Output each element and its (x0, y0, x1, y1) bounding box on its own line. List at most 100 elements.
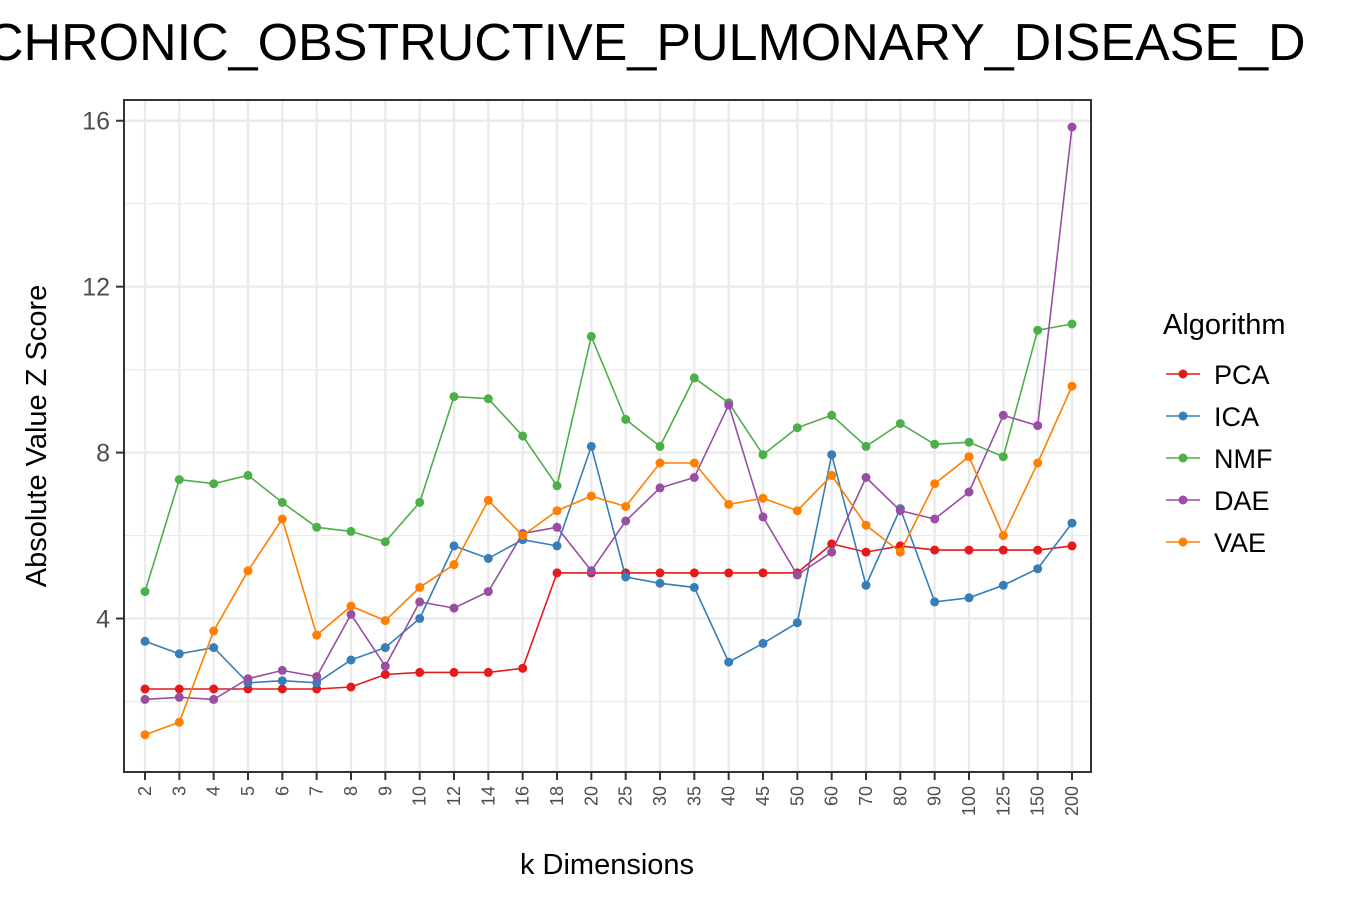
data-point-pca (243, 684, 253, 694)
x-tick-label: 40 (719, 786, 739, 806)
data-point-dae (449, 603, 459, 613)
x-tick-label: 100 (959, 786, 979, 816)
data-point-dae (930, 514, 940, 524)
data-point-nmf (895, 419, 905, 429)
data-point-vae (449, 560, 459, 570)
data-point-nmf (552, 481, 562, 491)
y-tick-label: 8 (96, 440, 110, 468)
legend-label-nmf: NMF (1214, 444, 1272, 474)
y-tick-label: 12 (82, 274, 110, 302)
x-tick-label: 6 (272, 786, 292, 796)
data-point-dae (346, 609, 356, 619)
data-point-nmf (1067, 319, 1077, 329)
legend-title: Algorithm (1163, 309, 1286, 341)
data-point-ica (586, 441, 596, 451)
data-point-ica (312, 678, 322, 688)
data-point-pca (552, 568, 562, 578)
data-point-vae (998, 531, 1008, 541)
data-point-vae (140, 730, 150, 740)
series-layer (140, 122, 1077, 740)
data-point-pca (483, 667, 493, 677)
legend-key-point-pca (1178, 369, 1188, 379)
data-point-pca (449, 667, 459, 677)
data-point-nmf (174, 475, 184, 485)
data-point-ica (621, 572, 631, 582)
data-point-dae (758, 512, 768, 522)
data-point-ica (140, 636, 150, 646)
data-point-pca (209, 684, 219, 694)
data-point-ica (380, 643, 390, 653)
data-point-vae (827, 470, 837, 480)
x-tick-label: 50 (787, 786, 807, 806)
data-point-pca (312, 684, 322, 694)
data-point-nmf (792, 423, 802, 433)
data-point-nmf (998, 452, 1008, 462)
data-point-vae (518, 531, 528, 541)
x-tick-label: 7 (307, 786, 327, 796)
data-point-vae (415, 582, 425, 592)
data-point-ica (346, 655, 356, 665)
data-point-dae (689, 473, 699, 482)
data-point-vae (792, 506, 802, 516)
x-tick-label: 5 (238, 786, 258, 796)
data-point-dae (724, 400, 734, 410)
data-point-nmf (277, 497, 287, 507)
data-point-vae (346, 601, 356, 611)
data-point-nmf (209, 479, 219, 489)
series-line-ica (144, 443, 1073, 684)
data-point-nmf (380, 537, 390, 547)
x-tick-label: 200 (1062, 786, 1082, 816)
data-point-vae (243, 566, 253, 576)
series-line-dae (144, 126, 1073, 701)
x-tick-label: 14 (478, 786, 498, 806)
x-tick-label: 90 (925, 786, 945, 806)
data-point-pca (724, 568, 734, 578)
data-point-ica (1033, 564, 1043, 574)
data-point-dae (415, 597, 425, 607)
data-point-ica (998, 580, 1008, 590)
legend-label-dae: DAE (1214, 486, 1270, 516)
data-point-nmf (243, 470, 253, 480)
data-point-vae (1033, 458, 1043, 468)
data-point-dae (621, 516, 631, 526)
data-point-vae (174, 717, 184, 727)
x-tick-label: 70 (856, 786, 876, 806)
data-point-nmf (964, 437, 974, 447)
data-point-vae (586, 491, 596, 501)
data-point-pca (655, 568, 665, 578)
legend-key-point-nmf (1178, 453, 1188, 463)
data-point-nmf (930, 439, 940, 449)
data-point-vae (724, 499, 734, 509)
data-point-ica (415, 614, 425, 623)
series-line-vae (144, 385, 1073, 736)
x-tick-label: 4 (204, 786, 224, 796)
x-tick-label: 18 (547, 786, 567, 806)
data-point-nmf (827, 410, 837, 420)
legend-key-point-vae (1178, 537, 1188, 547)
data-point-pca (346, 682, 356, 692)
data-point-pca (930, 545, 940, 555)
data-point-ica (655, 578, 665, 588)
x-tick-label: 125 (993, 786, 1013, 816)
x-tick-label: 30 (650, 786, 670, 806)
data-point-vae (312, 630, 322, 640)
data-point-vae (380, 616, 390, 626)
data-point-nmf (449, 392, 459, 402)
data-point-pca (758, 568, 768, 578)
data-point-ica (861, 580, 871, 590)
x-tick-label: 80 (890, 786, 910, 806)
x-tick-label: 9 (375, 786, 395, 796)
x-tick-label: 45 (753, 786, 773, 806)
plot-panel-border (123, 99, 1092, 773)
x-tick-label: 10 (410, 786, 430, 806)
data-point-vae (861, 520, 871, 530)
x-tick-label: 3 (169, 786, 189, 796)
y-tick-label: 4 (96, 606, 110, 634)
data-point-ica (724, 657, 734, 667)
legend-label-vae: VAE (1214, 528, 1266, 558)
x-tick-label: 8 (341, 786, 361, 796)
legend-key-point-dae (1178, 495, 1188, 505)
data-point-ica (964, 593, 974, 603)
data-point-nmf (483, 394, 493, 404)
data-point-pca (174, 684, 184, 694)
